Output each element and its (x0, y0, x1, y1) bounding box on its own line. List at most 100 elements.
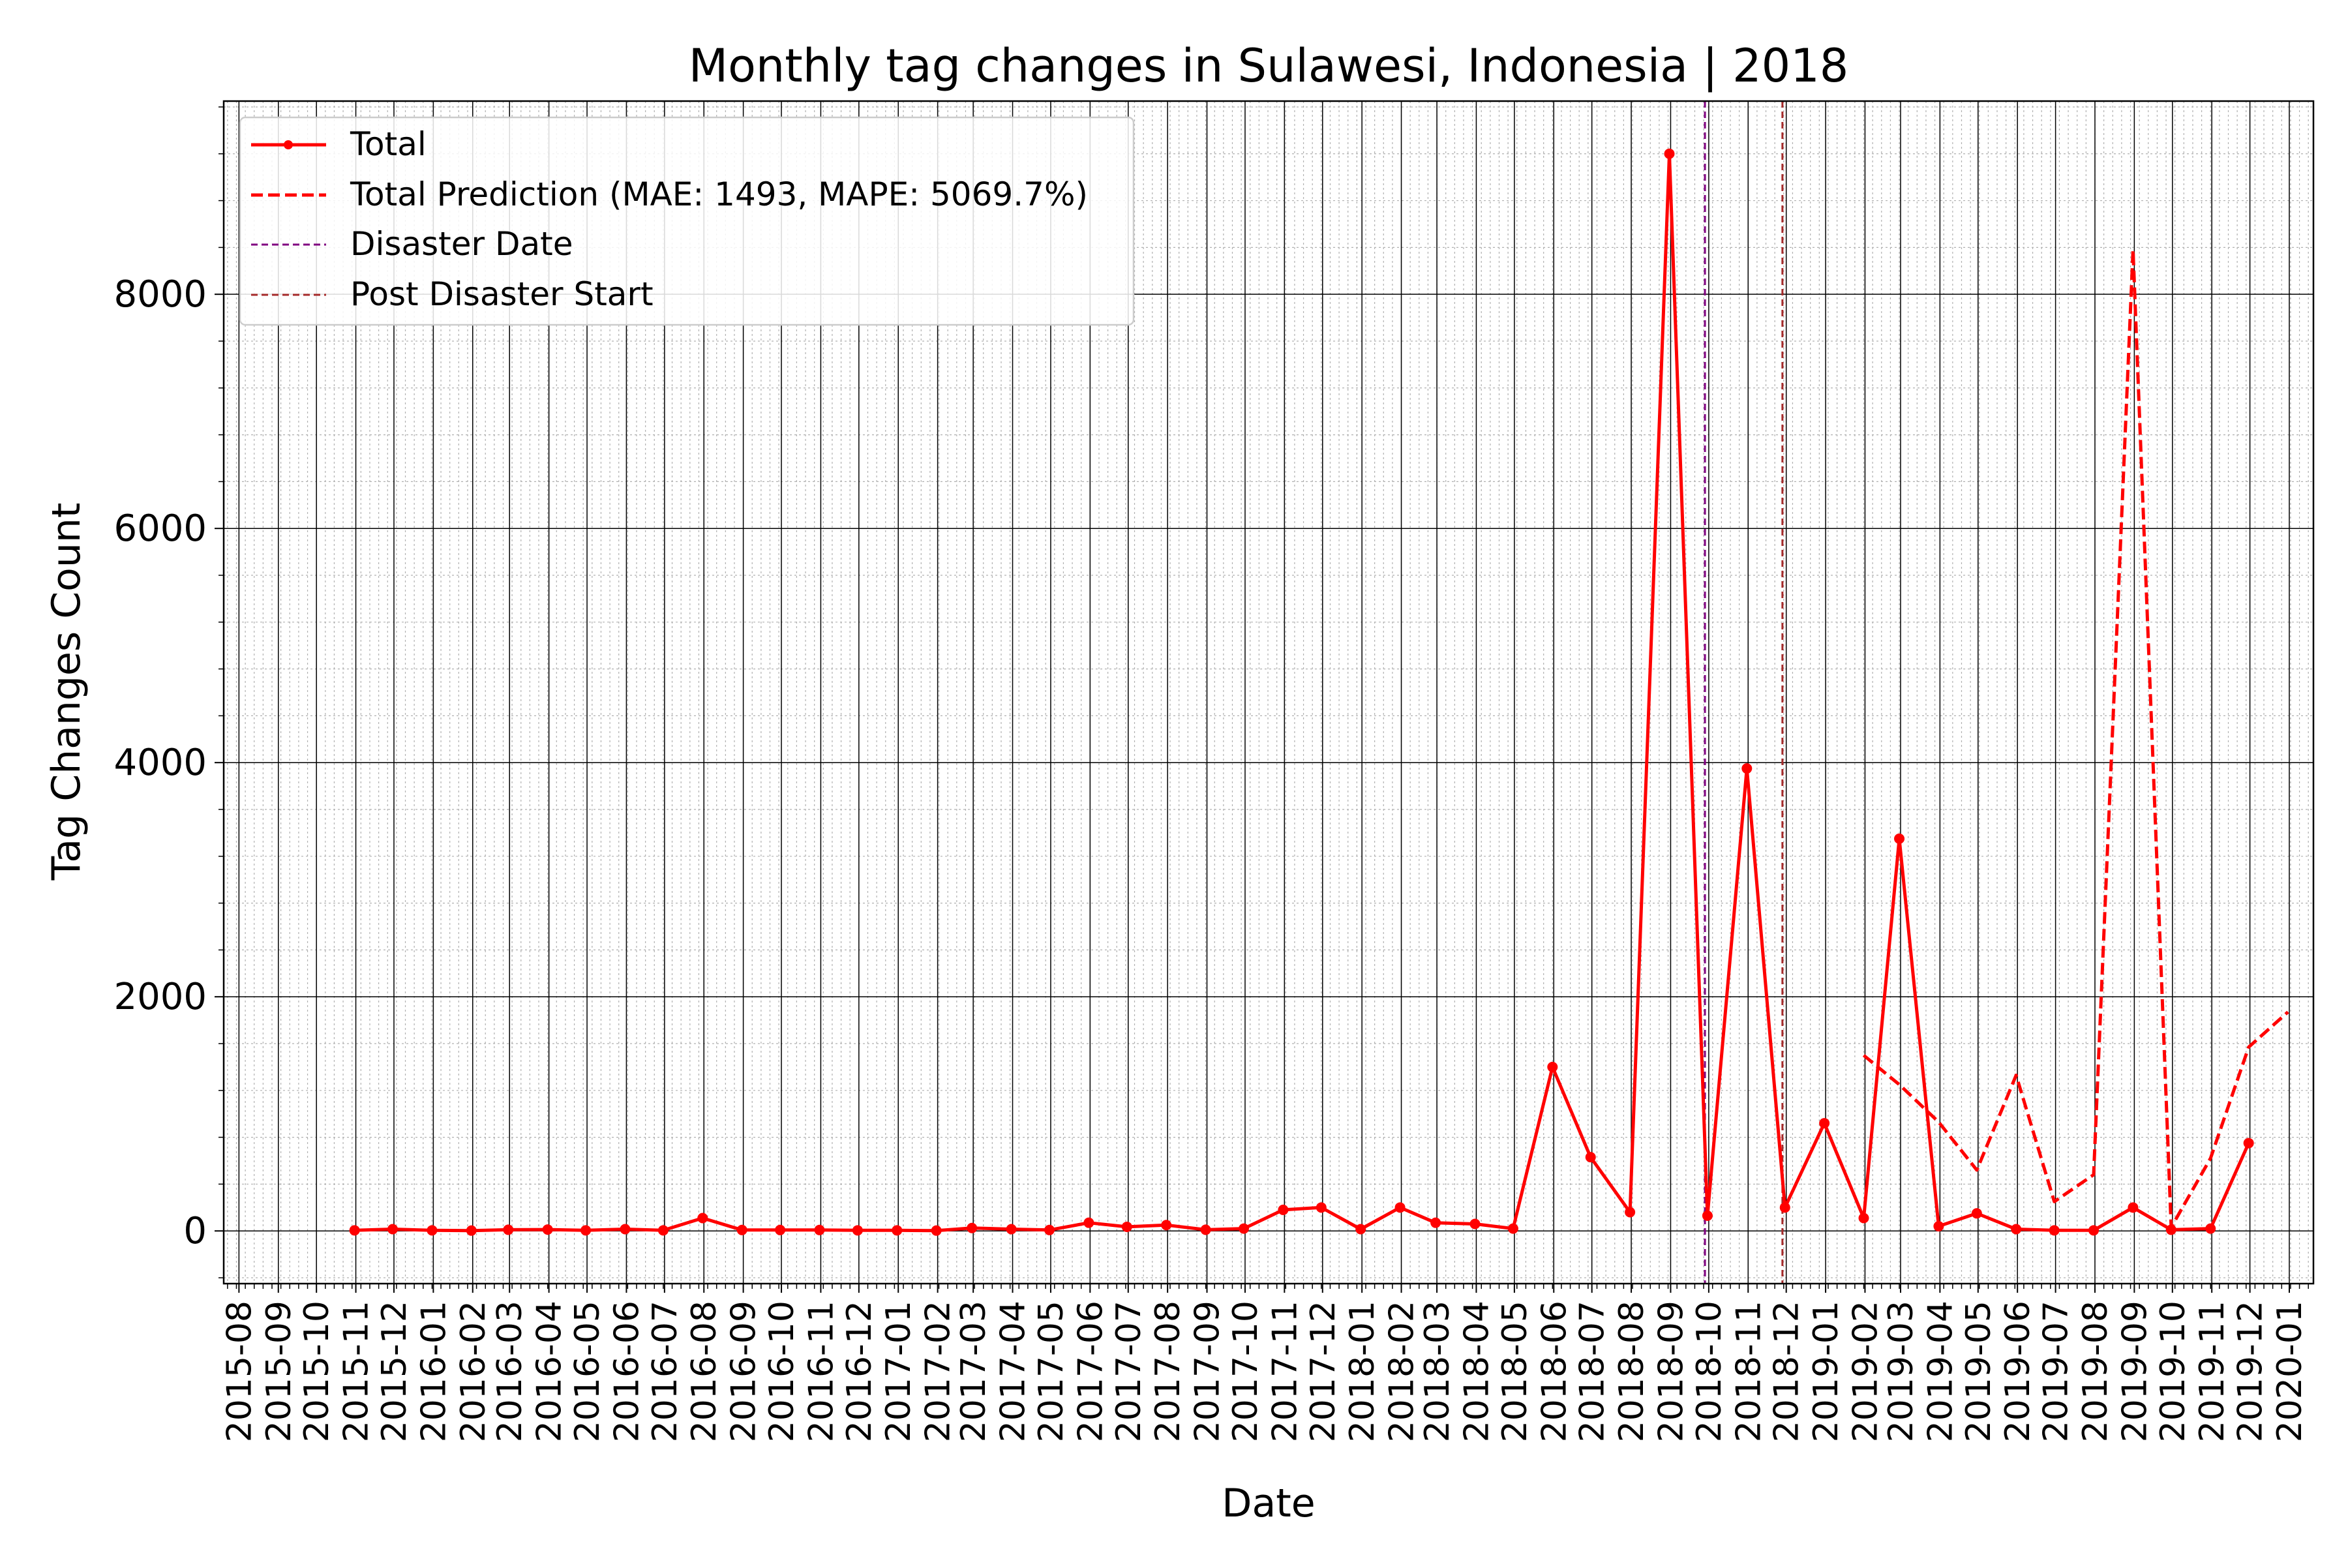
x-tick-label: 2019-09 (2115, 1301, 2154, 1442)
x-tick-label: 2015-08 (220, 1301, 259, 1442)
data-point-total (967, 1222, 978, 1233)
x-tick-label: 2019-12 (2231, 1301, 2270, 1442)
y-tick-label: 8000 (113, 273, 207, 316)
data-point-total (1044, 1224, 1055, 1235)
x-tick-label: 2017-03 (954, 1301, 993, 1442)
legend-label-total: Total (350, 125, 427, 163)
x-tick-label: 2016-09 (725, 1301, 764, 1442)
data-point-total (697, 1213, 708, 1224)
y-tick-label: 2000 (113, 976, 207, 1018)
x-tick-label: 2016-07 (646, 1301, 685, 1442)
legend-box (239, 116, 1135, 326)
x-tick-label: 2018-11 (1729, 1301, 1768, 1442)
x-tick-label: 2018-09 (1651, 1301, 1691, 1442)
x-tick-label: 2019-11 (2193, 1301, 2232, 1442)
data-point-total (1200, 1224, 1211, 1235)
data-point-total (1355, 1224, 1366, 1235)
x-tick-label: 2019-04 (1921, 1301, 1960, 1442)
data-point-total (1858, 1213, 1869, 1224)
data-point-total (2205, 1223, 2216, 1234)
x-tick-label: 2015-11 (337, 1301, 376, 1442)
data-point-total (1430, 1217, 1441, 1228)
data-point-total (503, 1224, 514, 1235)
y-tick-label: 6000 (113, 507, 207, 550)
legend-label-prediction: Total Prediction (MAE: 1493, MAPE: 5069.… (350, 175, 1088, 213)
legend-label-disaster-date: Disaster Date (350, 225, 573, 263)
x-tick-label: 2018-12 (1768, 1301, 1807, 1442)
plot-frame (222, 100, 2315, 1285)
data-point-total (1469, 1218, 1481, 1229)
data-point-total (2088, 1225, 2100, 1236)
data-point-total (775, 1224, 786, 1235)
x-tick-label: 2017-10 (1226, 1301, 1265, 1442)
x-tick-label: 2016-08 (685, 1301, 724, 1442)
data-point-total (814, 1224, 825, 1235)
series-line-total (354, 152, 2250, 1233)
x-tick-label: 2017-01 (879, 1301, 918, 1442)
legend-label-post-disaster-start: Post Disaster Start (350, 275, 654, 313)
data-point-total (1702, 1210, 1713, 1221)
x-tick-label: 2017-12 (1304, 1301, 1343, 1442)
x-tick-label: 2015-09 (260, 1301, 299, 1442)
data-point-total (1006, 1224, 1017, 1235)
data-point-total (1507, 1223, 1518, 1234)
x-tick-label: 2017-04 (994, 1301, 1033, 1442)
y-axis-label: Tag Changes Count (44, 503, 89, 881)
data-point-total (580, 1225, 592, 1236)
data-point-total (1121, 1221, 1132, 1232)
x-tick-label: 2016-06 (607, 1301, 646, 1442)
x-tick-label: 2016-05 (568, 1301, 607, 1442)
legend: Total Total Prediction (MAE: 1493, MAPE:… (239, 116, 1135, 326)
data-point-total (1083, 1217, 1094, 1228)
data-point-total (736, 1224, 747, 1235)
data-point-total (1394, 1202, 1406, 1213)
x-tick-label: 2017-08 (1149, 1301, 1188, 1442)
x-tick-label: 2018-06 (1535, 1301, 1574, 1442)
data-point-total (1239, 1223, 1250, 1234)
x-tick-label: 2019-05 (1959, 1301, 1998, 1442)
x-tick-label: 2018-03 (1418, 1301, 1457, 1442)
data-point-total (1819, 1118, 1830, 1129)
data-point-total (931, 1225, 942, 1236)
series-line-prediction (1862, 248, 2289, 1229)
data-point-total (657, 1225, 669, 1236)
data-point-total (2165, 1224, 2176, 1235)
data-point-total (387, 1224, 399, 1235)
x-tick-label: 2018-02 (1383, 1301, 1422, 1442)
data-point-total (1779, 1202, 1790, 1213)
legend-marker-total (284, 140, 293, 149)
x-tick-label: 2016-03 (490, 1301, 530, 1442)
x-tick-label: 2019-01 (1807, 1301, 1846, 1442)
x-tick-label: 2018-05 (1496, 1301, 1535, 1442)
data-point-total (2011, 1224, 2022, 1235)
x-tick-label: 2016-11 (802, 1301, 841, 1442)
x-tick-label: 2015-10 (297, 1301, 337, 1442)
x-tick-label: 2018-01 (1343, 1301, 1382, 1442)
x-tick-label: 2018-10 (1690, 1301, 1729, 1442)
data-point-total (542, 1224, 553, 1235)
data-point-total (1971, 1208, 1982, 1219)
x-tick-label: 2016-10 (762, 1301, 802, 1442)
y-tick-label: 0 (183, 1210, 207, 1252)
data-point-total (1278, 1204, 1289, 1215)
data-point-total (852, 1225, 863, 1236)
x-axis-label: Date (1222, 1481, 1315, 1526)
data-point-total (1664, 148, 1675, 159)
data-point-total (1161, 1220, 1172, 1231)
data-point-total (620, 1224, 631, 1235)
x-tick-label: 2016-02 (454, 1301, 493, 1442)
data-point-total (1547, 1061, 1558, 1072)
data-point-total (1741, 763, 1753, 774)
data-point-total (1894, 833, 1905, 844)
x-tick-label: 2017-07 (1109, 1301, 1149, 1442)
x-tick-label: 2018-08 (1612, 1301, 1651, 1442)
data-point-total (427, 1225, 438, 1236)
x-tick-label: 2019-06 (1998, 1301, 2038, 1442)
x-tick-label: 2016-04 (530, 1301, 569, 1442)
x-tick-label: 2019-02 (1846, 1301, 1885, 1442)
data-point-total (2049, 1225, 2060, 1236)
data-point-total (1585, 1152, 1596, 1163)
x-tick-label: 2016-12 (840, 1301, 879, 1442)
